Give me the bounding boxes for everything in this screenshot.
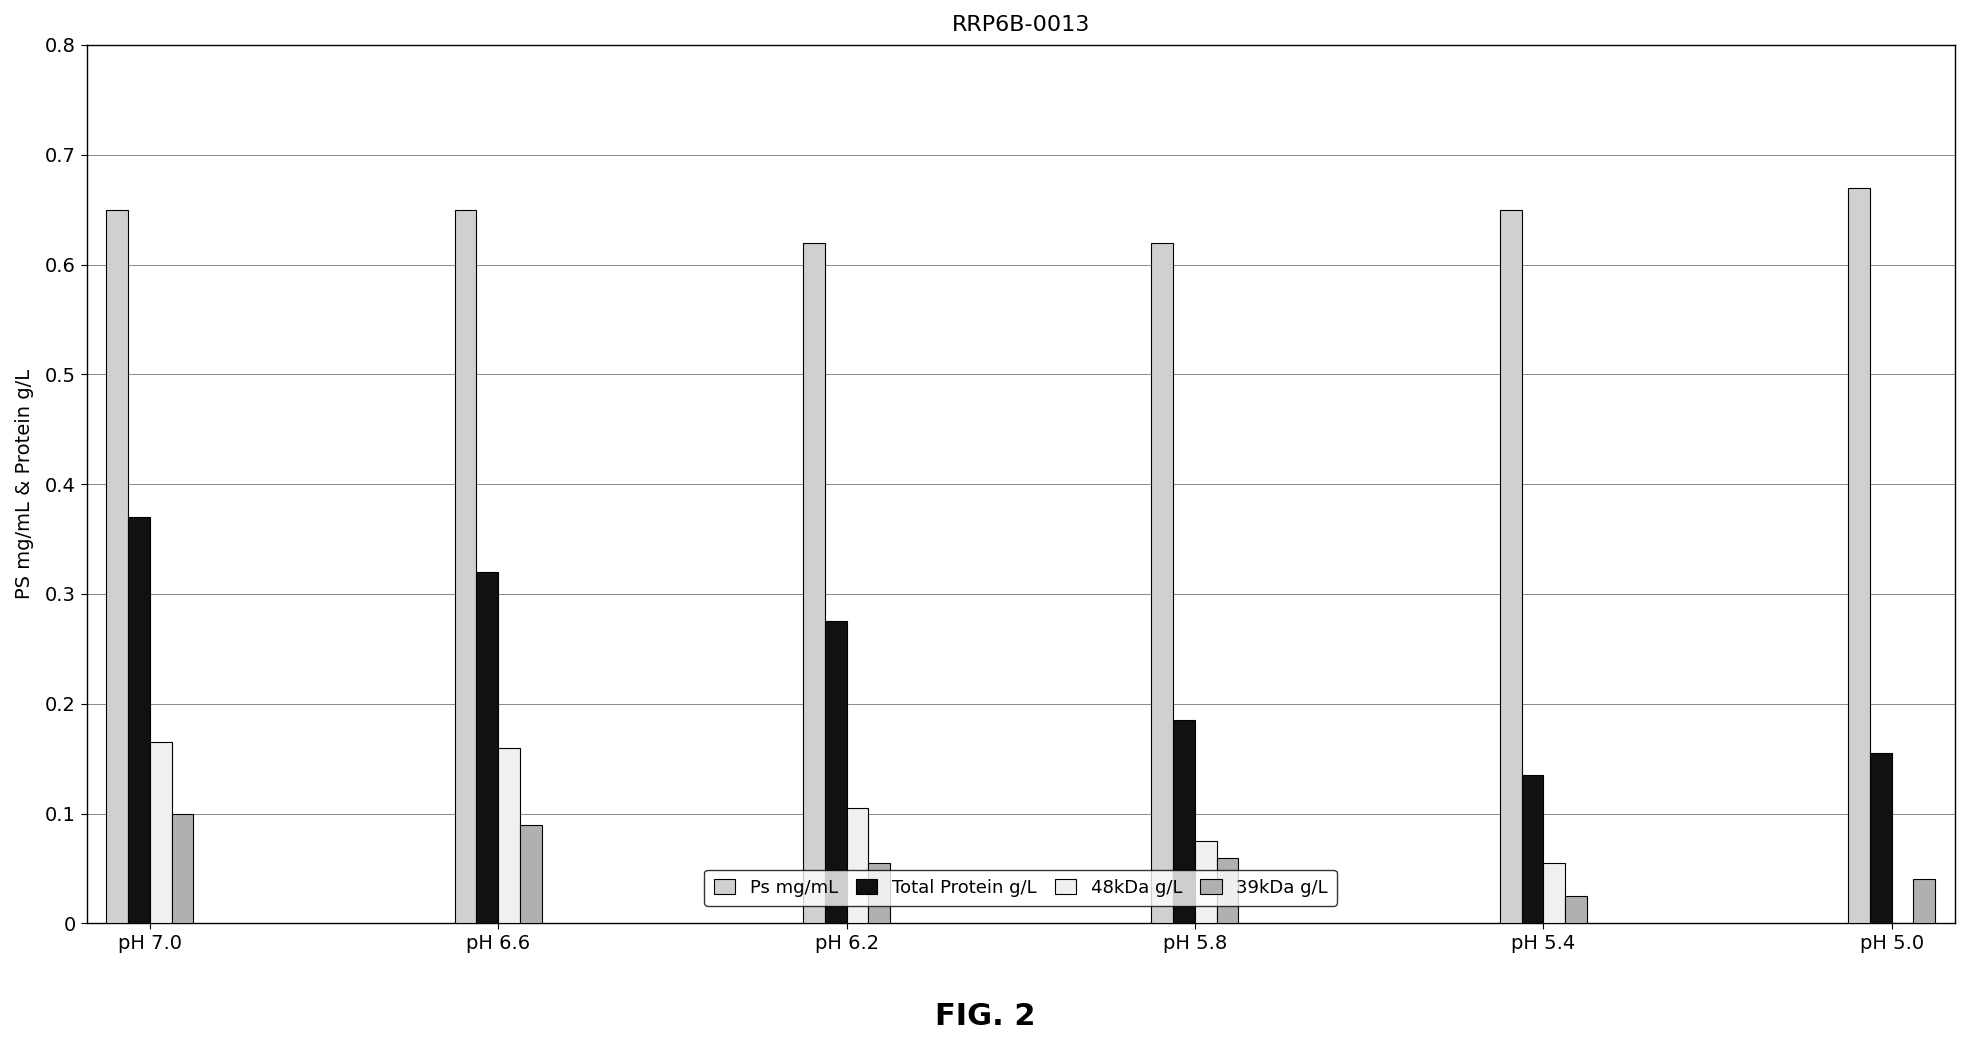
Bar <box>1217 857 1239 924</box>
Bar <box>869 863 890 924</box>
Bar <box>825 622 847 924</box>
Bar <box>1564 896 1588 924</box>
Bar <box>847 808 869 924</box>
Bar <box>1150 243 1174 924</box>
Bar <box>150 743 171 924</box>
Y-axis label: PS mg/mL & Protein g/L: PS mg/mL & Protein g/L <box>16 369 33 600</box>
Bar <box>498 748 520 924</box>
Bar <box>128 518 150 924</box>
Bar <box>1913 879 1935 924</box>
Bar <box>455 209 477 924</box>
Bar <box>106 209 128 924</box>
Bar <box>1174 721 1196 924</box>
Bar <box>804 243 825 924</box>
Bar <box>1848 187 1870 924</box>
Bar <box>171 813 193 924</box>
Bar <box>1521 775 1543 924</box>
Bar <box>477 572 498 924</box>
Bar <box>520 825 542 924</box>
Bar <box>1543 863 1564 924</box>
Bar <box>1870 753 1891 924</box>
Title: RRP6B-0013: RRP6B-0013 <box>952 15 1089 35</box>
Legend: Ps mg/mL, Total Protein g/L, 48kDa g/L, 39kDa g/L: Ps mg/mL, Total Protein g/L, 48kDa g/L, … <box>705 870 1338 906</box>
Bar <box>1196 841 1217 924</box>
Text: FIG. 2: FIG. 2 <box>934 1002 1036 1031</box>
Bar <box>1499 209 1521 924</box>
